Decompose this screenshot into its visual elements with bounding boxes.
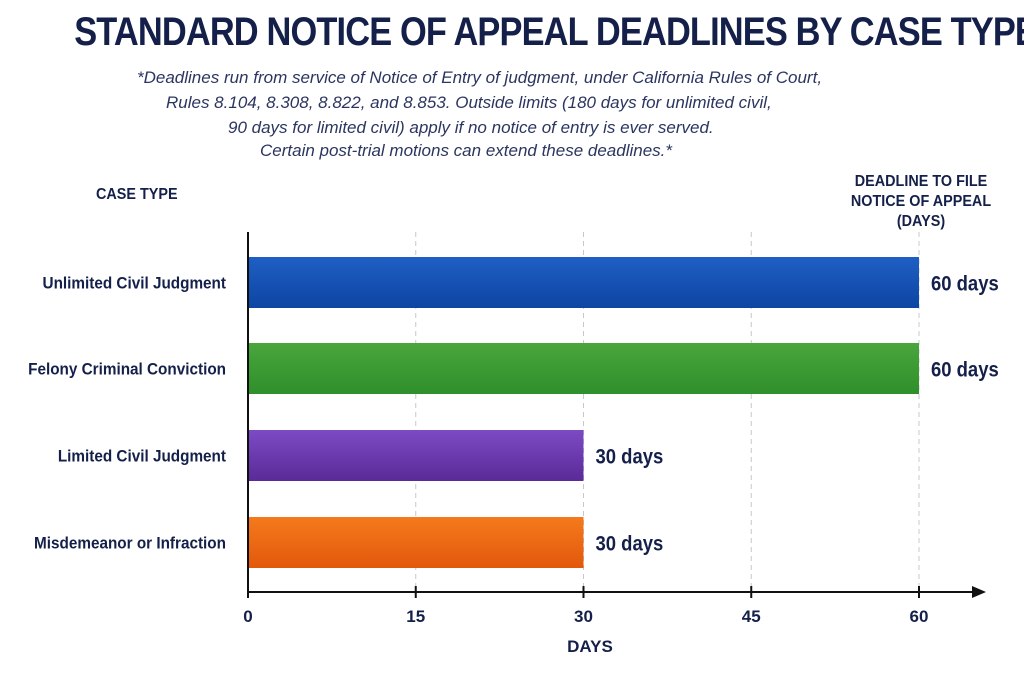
- subtitle-line-2: Rules 8.104, 8.308, 8.822, and 8.853. Ou…: [166, 93, 772, 112]
- category-label-1: Felony Criminal Conviction: [28, 360, 226, 379]
- category-label-0: Unlimited Civil Judgment: [43, 274, 227, 293]
- data-label-0: 60 days: [931, 272, 999, 295]
- category-label-2: Limited Civil Judgment: [58, 447, 227, 466]
- axes: [247, 232, 986, 598]
- chart-title: STANDARD NOTICE OF APPEAL DEADLINES BY C…: [74, 10, 1024, 54]
- subtitle-line-1: *Deadlines run from service of Notice of…: [137, 68, 823, 87]
- x-tick-label-15: 15: [406, 607, 425, 626]
- bar-0: [248, 257, 919, 308]
- value-header: DEADLINE TO FILE NOTICE OF APPEAL (DAYS): [836, 172, 1007, 232]
- bar-2: [248, 430, 584, 481]
- x-axis-arrow: [972, 586, 986, 598]
- x-tick-label-30: 30: [574, 607, 593, 626]
- data-label-2: 30 days: [596, 445, 664, 468]
- bars: [248, 257, 919, 568]
- x-axis-title: DAYS: [567, 637, 613, 656]
- x-tick-label-45: 45: [742, 607, 761, 626]
- category-header: CASE TYPE: [96, 186, 178, 203]
- category-label-3: Misdemeanor or Infraction: [34, 534, 226, 553]
- data-label-3: 30 days: [596, 532, 664, 555]
- x-tick-label-60: 60: [910, 607, 929, 626]
- bar-3: [248, 517, 584, 568]
- subtitle-line-3: 90 days for limited civil) apply if no n…: [228, 118, 714, 137]
- value-header-line-2: NOTICE OF APPEAL: [850, 193, 992, 210]
- subtitle-line-4: Certain post-trial motions can extend th…: [260, 141, 673, 160]
- data-label-1: 60 days: [931, 358, 999, 381]
- value-header-line-1: DEADLINE TO FILE: [854, 173, 988, 190]
- bar-1: [248, 343, 919, 394]
- x-tick-label-0: 0: [243, 607, 252, 626]
- value-header-line-3: (DAYS): [896, 213, 946, 230]
- labels: 0 15 30 45 60 Unlimited Civil Judgment 60 days…: [28, 272, 999, 626]
